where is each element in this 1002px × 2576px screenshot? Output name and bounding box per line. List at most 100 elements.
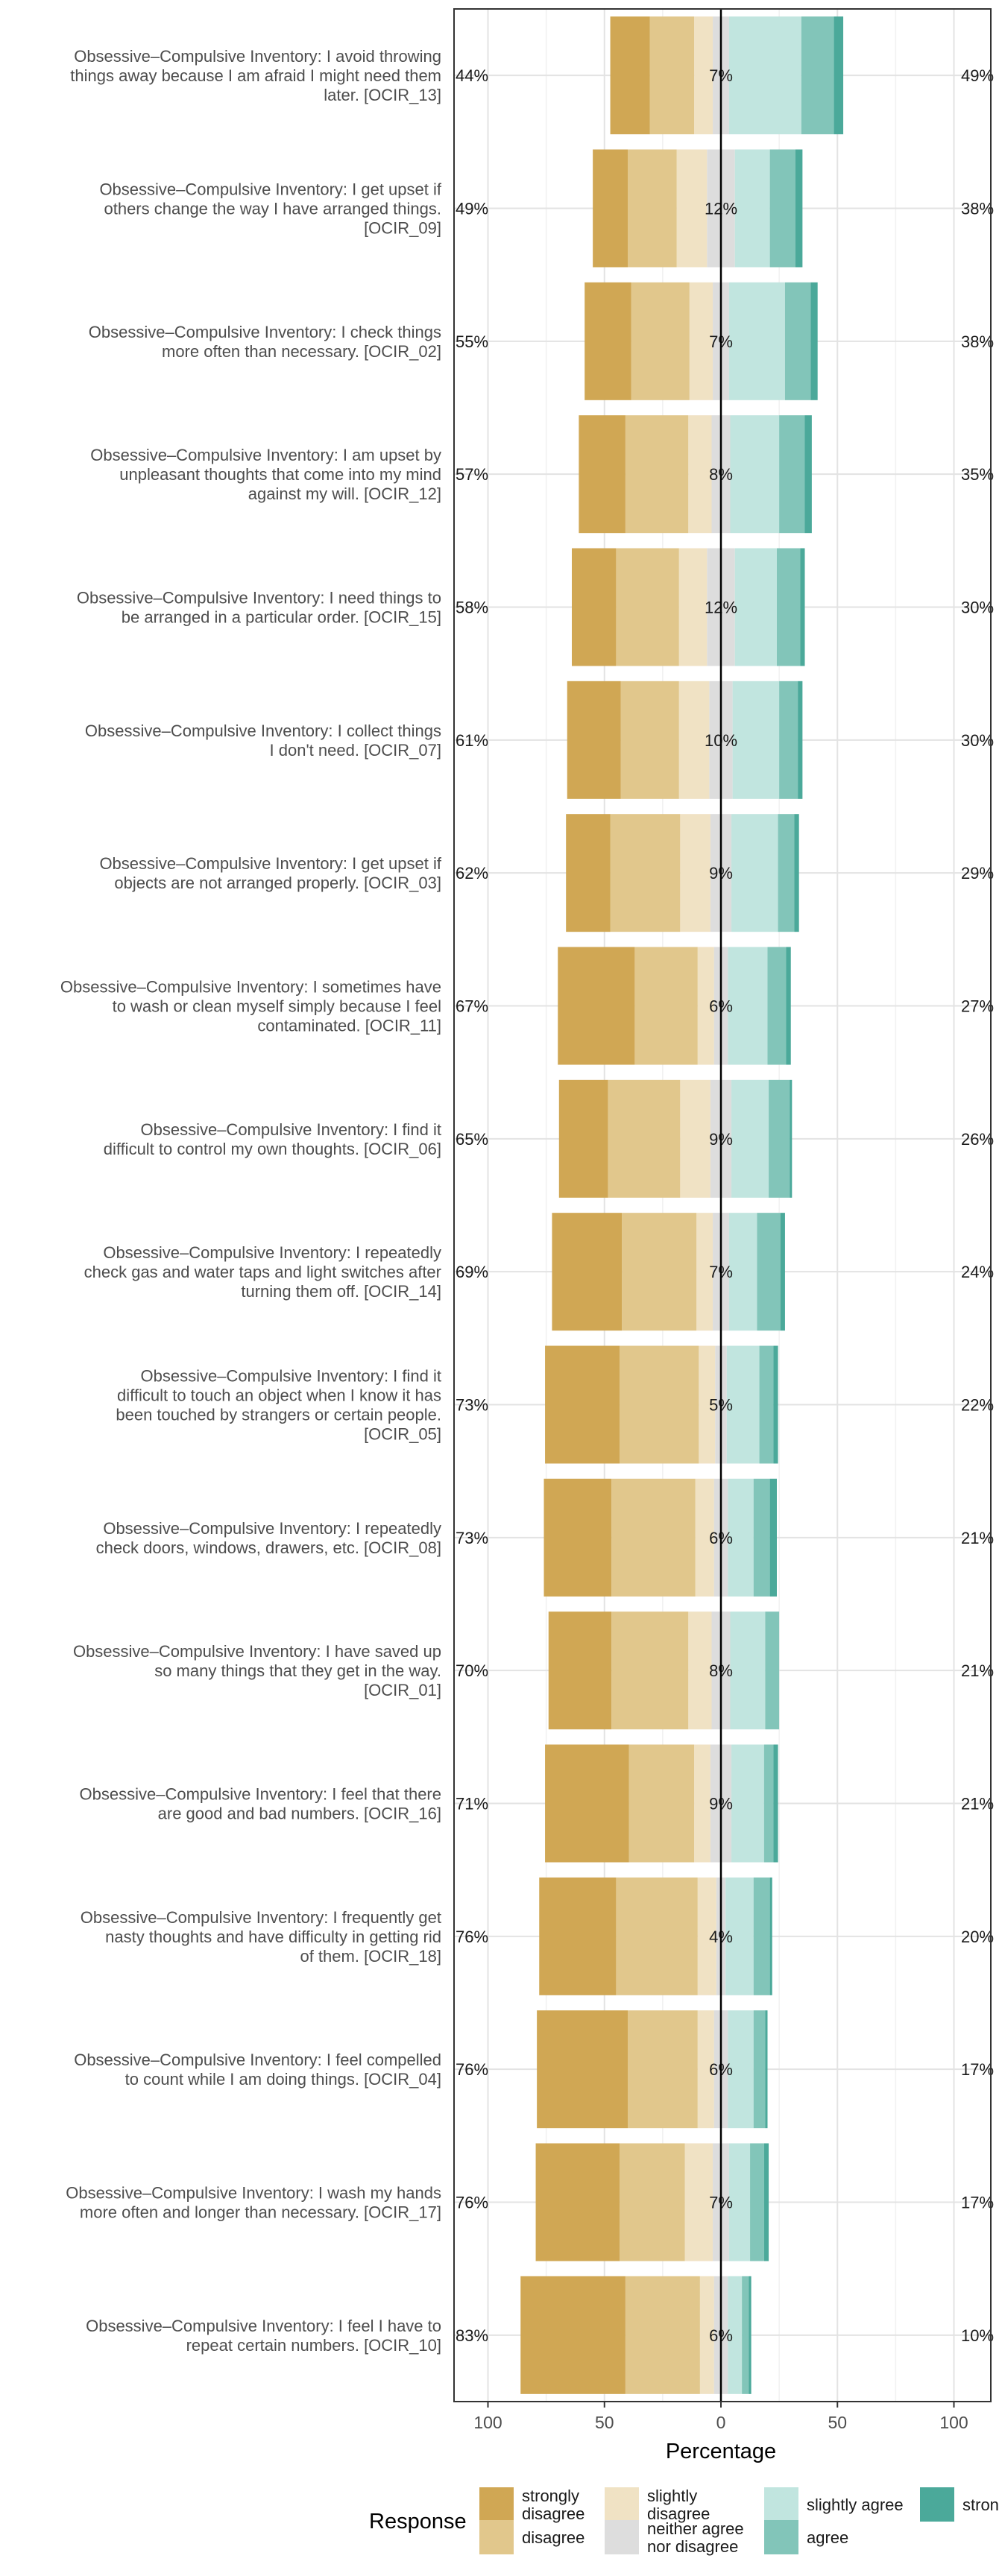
left-percent-label: 73% bbox=[456, 1396, 488, 1415]
bar-row bbox=[548, 1611, 780, 1730]
bar-segment-sld bbox=[684, 2143, 713, 2261]
bar-segment-d bbox=[625, 415, 689, 534]
bar-segment-sld bbox=[680, 1079, 710, 1198]
item-label-line: Obsessive–Compulsive Inventory: I feel t… bbox=[80, 1785, 441, 1804]
bar-segment-d bbox=[628, 2010, 698, 2129]
bar-segment-sd bbox=[543, 1478, 612, 1597]
bar-row bbox=[545, 1345, 778, 1464]
left-percent-label: 62% bbox=[456, 864, 488, 883]
right-percent-label: 20% bbox=[961, 1928, 994, 1946]
bar-row bbox=[552, 1213, 785, 1331]
item-label: Obsessive–Compulsive Inventory: I find i… bbox=[116, 1367, 441, 1444]
item-label-line: turning them off. [OCIR_14] bbox=[241, 1282, 441, 1301]
bar-segment-sd bbox=[537, 2010, 628, 2129]
item-label-line: Obsessive–Compulsive Inventory: I find i… bbox=[140, 1120, 441, 1139]
item-label-line: Obsessive–Compulsive Inventory: I someti… bbox=[60, 978, 441, 997]
item-label-line: Obsessive–Compulsive Inventory: I repeat… bbox=[103, 1243, 441, 1262]
bar-row bbox=[572, 548, 805, 666]
left-percent-label: 44% bbox=[456, 66, 488, 85]
bar-row bbox=[579, 415, 812, 534]
legend-label: stron bbox=[962, 2496, 999, 2514]
bar-segment-sld bbox=[696, 1213, 713, 1331]
bar-segment-d bbox=[616, 1877, 698, 1995]
item-label-line: [OCIR_09] bbox=[364, 219, 441, 238]
right-percent-label: 29% bbox=[961, 864, 994, 883]
x-tick-label: 100 bbox=[939, 2413, 968, 2432]
item-label: Obsessive–Compulsive Inventory: I repeat… bbox=[84, 1243, 441, 1301]
legend-key-sla bbox=[764, 2487, 798, 2522]
x-tick-label: 50 bbox=[828, 2413, 847, 2432]
bar-segment-a bbox=[753, 1877, 770, 1995]
item-label: Obsessive–Compulsive Inventory: I feel t… bbox=[80, 1785, 441, 1823]
legend-label-line: strongly bbox=[522, 2487, 579, 2505]
bar-segment-sd bbox=[593, 149, 628, 268]
legend-label: slightly agree bbox=[807, 2496, 904, 2514]
legend-key-sd bbox=[479, 2487, 514, 2522]
bar-segment-sa bbox=[795, 149, 803, 268]
item-label-line: Obsessive–Compulsive Inventory: I feel c… bbox=[74, 2051, 441, 2069]
bar-segment-d bbox=[616, 548, 679, 666]
bar-segment-d bbox=[628, 149, 677, 268]
bar-segment-sld bbox=[697, 1877, 716, 1995]
x-axis-title: Percentage bbox=[666, 2440, 776, 2463]
bar-segment-sld bbox=[699, 2276, 714, 2394]
right-percent-label: 22% bbox=[961, 1396, 994, 1415]
legend-label-line: nor disagree bbox=[647, 2537, 738, 2556]
bar-row bbox=[558, 947, 791, 1065]
right-percent-label: 10% bbox=[961, 2326, 994, 2345]
left-percent-label: 55% bbox=[456, 332, 488, 351]
bar-segment-sld bbox=[697, 947, 714, 1065]
left-percent-label: 76% bbox=[456, 2060, 488, 2079]
item-label-line: later. [OCIR_13] bbox=[324, 86, 441, 104]
item-label-line: Obsessive–Compulsive Inventory: I get up… bbox=[99, 854, 441, 873]
bar-segment-a bbox=[759, 1345, 774, 1464]
bar-segment-a bbox=[779, 415, 805, 534]
bar-row bbox=[584, 282, 818, 400]
right-percent-label: 24% bbox=[961, 1263, 994, 1281]
bar-segment-sa bbox=[763, 2143, 769, 2261]
item-label-line: difficult to control my own thoughts. [O… bbox=[104, 1140, 441, 1158]
bar-segment-a bbox=[769, 149, 795, 268]
legend-label-line: agree bbox=[807, 2528, 848, 2547]
panel-border bbox=[453, 8, 992, 2402]
left-percent-label: 71% bbox=[456, 1795, 488, 1813]
bar-row bbox=[539, 1877, 772, 1995]
right-percent-label: 38% bbox=[961, 200, 994, 218]
bar-segment-a bbox=[767, 947, 787, 1065]
item-label-line: so many things that they get in the way. bbox=[154, 1661, 441, 1680]
item-label: Obsessive–Compulsive Inventory: I get up… bbox=[99, 854, 441, 892]
x-tick-label: 100 bbox=[473, 2413, 502, 2432]
bar-segment-sa bbox=[804, 415, 812, 534]
bar-row bbox=[537, 2010, 768, 2129]
right-percent-label: 17% bbox=[961, 2060, 994, 2079]
right-percent-label: 21% bbox=[961, 1795, 994, 1813]
item-label: Obsessive–Compulsive Inventory: I someti… bbox=[60, 978, 441, 1035]
legend-label-line: disagree bbox=[647, 2504, 710, 2523]
bar-segment-d bbox=[608, 1079, 681, 1198]
bar-segment-sla bbox=[726, 1345, 760, 1464]
item-label-line: Obsessive–Compulsive Inventory: I avoid … bbox=[74, 47, 441, 66]
item-label: Obsessive–Compulsive Inventory: I repeat… bbox=[96, 1519, 441, 1557]
item-label-line: more often than necessary. [OCIR_02] bbox=[162, 342, 441, 361]
bar-segment-a bbox=[779, 681, 798, 799]
bar-segment-a bbox=[753, 2010, 766, 2129]
bar-segment-sla bbox=[730, 415, 780, 534]
item-label: Obsessive–Compulsive Inventory: I get up… bbox=[99, 180, 441, 238]
bar-segment-sd bbox=[545, 1744, 629, 1863]
bar-segment-d bbox=[631, 282, 690, 400]
bar-row bbox=[545, 1744, 778, 1863]
item-label-line: to wash or clean myself simply because I… bbox=[113, 997, 441, 1016]
item-label-line: [OCIR_01] bbox=[364, 1681, 441, 1699]
bar-segment-sa bbox=[773, 1345, 778, 1464]
item-label-line: to count while I am doing things. [OCIR_… bbox=[125, 2070, 441, 2089]
right-percent-label: 35% bbox=[961, 465, 994, 484]
bar-segment-sd bbox=[558, 947, 635, 1065]
bar-segment-sla bbox=[734, 548, 777, 666]
right-percent-label: 26% bbox=[961, 1130, 994, 1149]
item-label: Obsessive–Compulsive Inventory: I need t… bbox=[77, 589, 441, 627]
bar-segment-sa bbox=[810, 282, 818, 400]
bar-segment-sd bbox=[572, 548, 617, 666]
right-percent-label: 30% bbox=[961, 599, 994, 617]
bar-row bbox=[543, 1478, 777, 1597]
legend-label-line: disagree bbox=[522, 2504, 584, 2523]
